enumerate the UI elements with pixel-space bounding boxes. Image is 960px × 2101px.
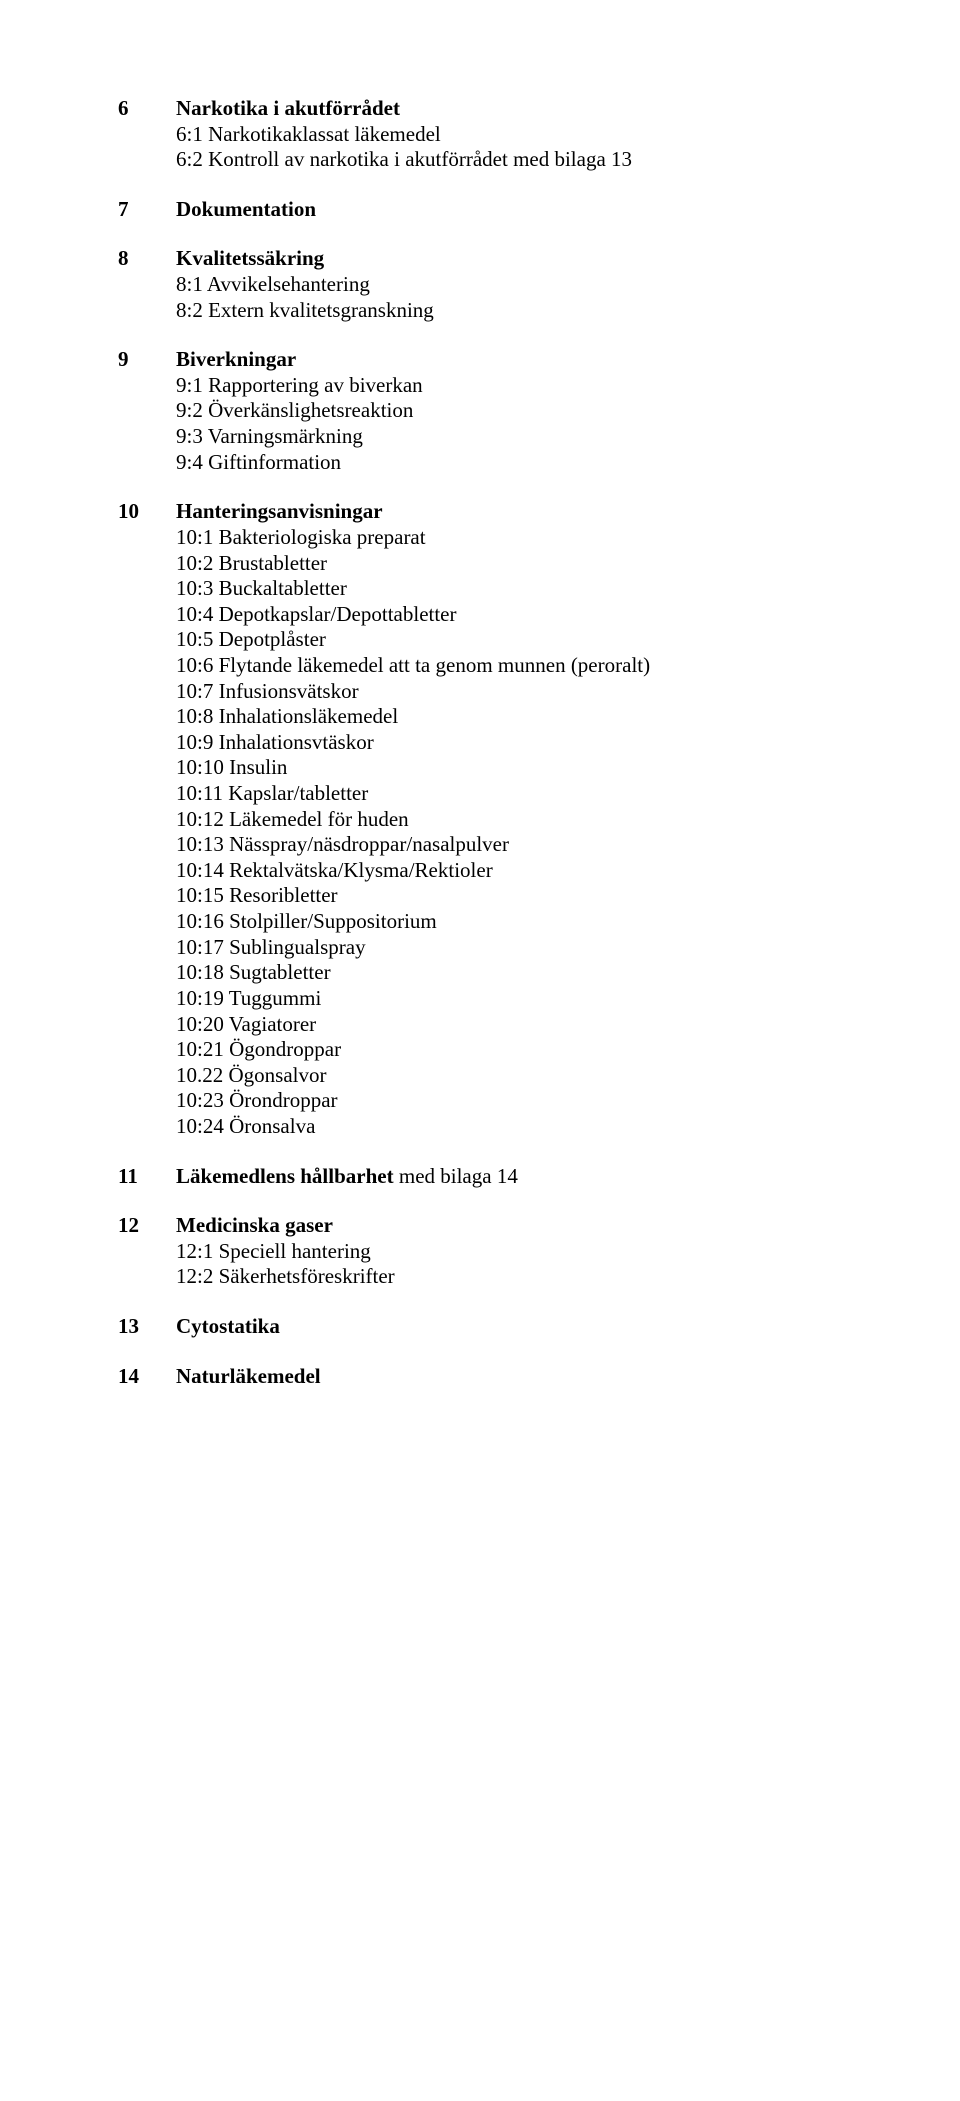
section-content: Dokumentation (176, 197, 880, 223)
section-number: 8 (118, 246, 176, 272)
sub-item: 10:5 Depotplåster (176, 627, 880, 653)
sub-item: 9:1 Rapportering av biverkan (176, 373, 880, 399)
section-title: Medicinska gaser (176, 1213, 880, 1239)
section-title: Kvalitetssäkring (176, 246, 880, 272)
sub-item: 10:11 Kapslar/tabletter (176, 781, 880, 807)
section-number: 10 (118, 499, 176, 525)
section-number: 6 (118, 96, 176, 122)
section-number: 7 (118, 197, 176, 223)
sub-item: 10:6 Flytande läkemedel att ta genom mun… (176, 653, 880, 679)
sub-item: 10:3 Buckaltabletter (176, 576, 880, 602)
section: 14Naturläkemedel (118, 1364, 880, 1390)
section-number: 11 (118, 1164, 176, 1190)
section-title: Cytostatika (176, 1314, 880, 1340)
section-title: Läkemedlens hållbarhet med bilaga 14 (176, 1164, 880, 1190)
section-content: Hanteringsanvisningar10:1 Bakteriologisk… (176, 499, 880, 1139)
section-title: Biverkningar (176, 347, 880, 373)
section-title: Dokumentation (176, 197, 880, 223)
sub-item: 10:24 Öronsalva (176, 1114, 880, 1140)
section-content: Narkotika i akutförrådet6:1 Narkotikakla… (176, 96, 880, 173)
sub-item: 8:2 Extern kvalitetsgranskning (176, 298, 880, 324)
section-number: 14 (118, 1364, 176, 1390)
section-title: Narkotika i akutförrådet (176, 96, 880, 122)
section: 8Kvalitetssäkring8:1 Avvikelsehantering8… (118, 246, 880, 323)
sub-item: 9:3 Varningsmärkning (176, 424, 880, 450)
sub-item: 9:4 Giftinformation (176, 450, 880, 476)
sub-item: 10:7 Infusionsvätskor (176, 679, 880, 705)
section-number: 9 (118, 347, 176, 373)
section: 12Medicinska gaser12:1 Speciell hanterin… (118, 1213, 880, 1290)
sub-item: 10:9 Inhalationsvtäskor (176, 730, 880, 756)
sub-item: 10:18 Sugtabletter (176, 960, 880, 986)
sub-item: 10:13 Nässpray/näsdroppar/nasalpulver (176, 832, 880, 858)
section-content: Läkemedlens hållbarhet med bilaga 14 (176, 1164, 880, 1190)
sub-item: 10:16 Stolpiller/Suppositorium (176, 909, 880, 935)
sub-item: 10:10 Insulin (176, 755, 880, 781)
sub-item: 10:12 Läkemedel för huden (176, 807, 880, 833)
section: 7Dokumentation (118, 197, 880, 223)
section-content: Naturläkemedel (176, 1364, 880, 1390)
section-number: 12 (118, 1213, 176, 1239)
section-content: Cytostatika (176, 1314, 880, 1340)
document-root: 6Narkotika i akutförrådet6:1 Narkotikakl… (118, 96, 880, 1389)
sub-item: 8:1 Avvikelsehantering (176, 272, 880, 298)
sub-item: 9:2 Överkänslighetsreaktion (176, 398, 880, 424)
sub-item: 6:2 Kontroll av narkotika i akutförrådet… (176, 147, 880, 173)
section-content: Kvalitetssäkring8:1 Avvikelsehantering8:… (176, 246, 880, 323)
sub-item: 10:19 Tuggummi (176, 986, 880, 1012)
sub-item: 10:14 Rektalvätska/Klysma/Rektioler (176, 858, 880, 884)
section-title: Hanteringsanvisningar (176, 499, 880, 525)
sub-item: 6:1 Narkotikaklassat läkemedel (176, 122, 880, 148)
section: 9Biverkningar9:1 Rapportering av biverka… (118, 347, 880, 475)
sub-item: 10:17 Sublingualspray (176, 935, 880, 961)
sub-item: 10:23 Örondroppar (176, 1088, 880, 1114)
sub-item: 10:21 Ögondroppar (176, 1037, 880, 1063)
sub-item: 10:20 Vagiatorer (176, 1012, 880, 1038)
sub-item: 10:4 Depotkapslar/Depottabletter (176, 602, 880, 628)
section: 11Läkemedlens hållbarhet med bilaga 14 (118, 1164, 880, 1190)
sub-item: 12:1 Speciell hantering (176, 1239, 880, 1265)
section-content: Medicinska gaser12:1 Speciell hantering1… (176, 1213, 880, 1290)
sub-item: 10:8 Inhalationsläkemedel (176, 704, 880, 730)
section-number: 13 (118, 1314, 176, 1340)
sub-item: 10:2 Brustabletter (176, 551, 880, 577)
section: 6Narkotika i akutförrådet6:1 Narkotikakl… (118, 96, 880, 173)
sub-item: 12:2 Säkerhetsföreskrifter (176, 1264, 880, 1290)
section: 13Cytostatika (118, 1314, 880, 1340)
section-content: Biverkningar9:1 Rapportering av biverkan… (176, 347, 880, 475)
section-title: Naturläkemedel (176, 1364, 880, 1390)
sub-item: 10:1 Bakteriologiska preparat (176, 525, 880, 551)
sub-item: 10.22 Ögonsalvor (176, 1063, 880, 1089)
section: 10Hanteringsanvisningar10:1 Bakteriologi… (118, 499, 880, 1139)
sub-item: 10:15 Resoribletter (176, 883, 880, 909)
